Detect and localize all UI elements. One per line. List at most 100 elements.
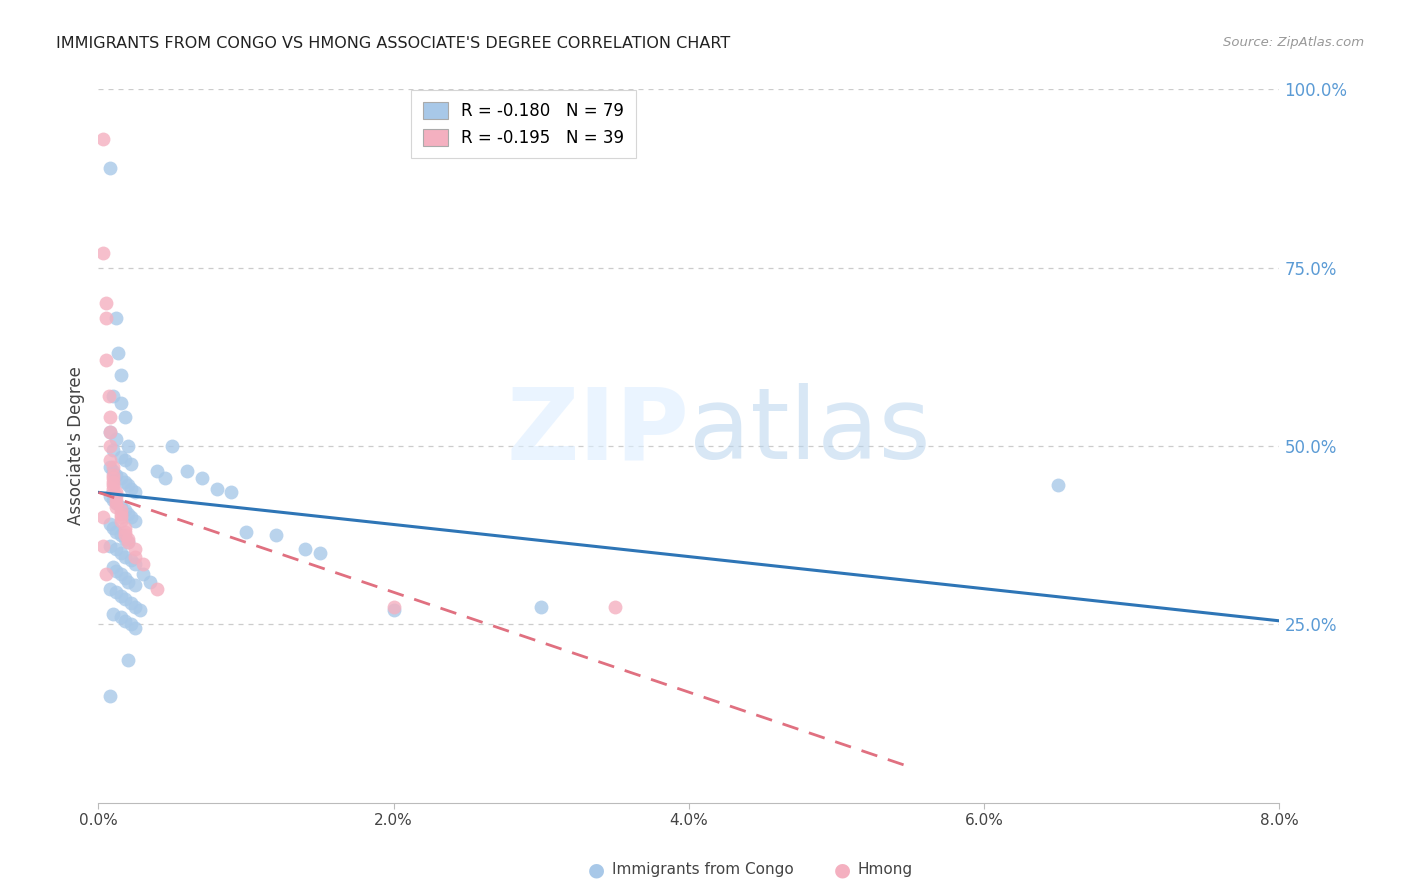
Point [94, 353, 117, 368]
Point [103, 464, 125, 478]
Point [94, 310, 117, 325]
Point [110, 510, 132, 524]
Point [91, 246, 114, 260]
Point [114, 524, 136, 539]
Point [124, 514, 146, 528]
Point [105, 524, 128, 539]
Point [117, 574, 139, 589]
Point [114, 410, 136, 425]
Text: ●: ● [834, 860, 851, 880]
Point [98, 489, 121, 503]
Point [103, 442, 125, 457]
Point [110, 528, 132, 542]
Point [124, 549, 146, 564]
Point [114, 453, 136, 467]
Point [117, 535, 139, 549]
Point [98, 460, 121, 475]
Text: ●: ● [588, 860, 605, 880]
Point [114, 528, 136, 542]
Point [98, 425, 121, 439]
Point [117, 653, 139, 667]
Point [110, 503, 132, 517]
Legend: R = -0.180   N = 79, R = -0.195   N = 39: R = -0.180 N = 79, R = -0.195 N = 39 [412, 90, 636, 159]
Point [98, 410, 121, 425]
Point [124, 542, 146, 557]
Point [235, 524, 257, 539]
Point [105, 542, 128, 557]
Point [120, 457, 142, 471]
Point [114, 549, 136, 564]
Point [382, 599, 405, 614]
Point [114, 614, 136, 628]
Point [219, 485, 242, 500]
Point [128, 603, 150, 617]
Point [98, 582, 121, 596]
Point [103, 560, 125, 574]
Point [105, 496, 128, 510]
Point [91, 132, 114, 146]
Point [308, 546, 332, 560]
Point [530, 599, 553, 614]
Point [110, 507, 132, 521]
Point [117, 532, 139, 546]
Point [117, 507, 139, 521]
Point [146, 464, 169, 478]
Point [105, 467, 128, 482]
Y-axis label: Associate's Degree: Associate's Degree [66, 367, 84, 525]
Point [132, 567, 155, 582]
Point [103, 389, 125, 403]
Point [205, 482, 228, 496]
Point [110, 500, 132, 514]
Point [98, 161, 121, 175]
Point [110, 546, 132, 560]
Point [1046, 478, 1069, 492]
Point [110, 471, 132, 485]
Point [110, 589, 132, 603]
Point [94, 296, 117, 310]
Point [139, 574, 162, 589]
Point [103, 492, 125, 507]
Point [146, 582, 169, 596]
Point [107, 346, 129, 360]
Point [103, 482, 125, 496]
Text: ZIP: ZIP [506, 384, 689, 480]
Point [124, 485, 146, 500]
Text: Hmong: Hmong [858, 863, 912, 877]
Point [105, 500, 128, 514]
Point [110, 396, 132, 410]
Point [117, 478, 139, 492]
Point [105, 564, 128, 578]
Point [98, 425, 121, 439]
Point [114, 475, 136, 489]
Point [98, 539, 121, 553]
Point [120, 510, 142, 524]
Point [114, 521, 136, 535]
Point [103, 478, 125, 492]
Point [120, 596, 142, 610]
Point [103, 467, 125, 482]
Point [120, 482, 142, 496]
Point [120, 617, 142, 632]
Point [103, 521, 125, 535]
Point [114, 592, 136, 607]
Point [124, 599, 146, 614]
Point [110, 368, 132, 382]
Point [605, 599, 627, 614]
Point [103, 460, 125, 475]
Point [91, 510, 114, 524]
Point [264, 528, 287, 542]
Point [105, 432, 128, 446]
Point [98, 689, 121, 703]
Point [103, 607, 125, 621]
Point [105, 492, 128, 507]
Point [98, 439, 121, 453]
Point [110, 610, 132, 624]
Point [94, 567, 117, 582]
Point [103, 471, 125, 485]
Point [91, 539, 114, 553]
Point [114, 532, 136, 546]
Point [124, 578, 146, 592]
Point [153, 471, 176, 485]
Point [105, 310, 128, 325]
Point [105, 585, 128, 599]
